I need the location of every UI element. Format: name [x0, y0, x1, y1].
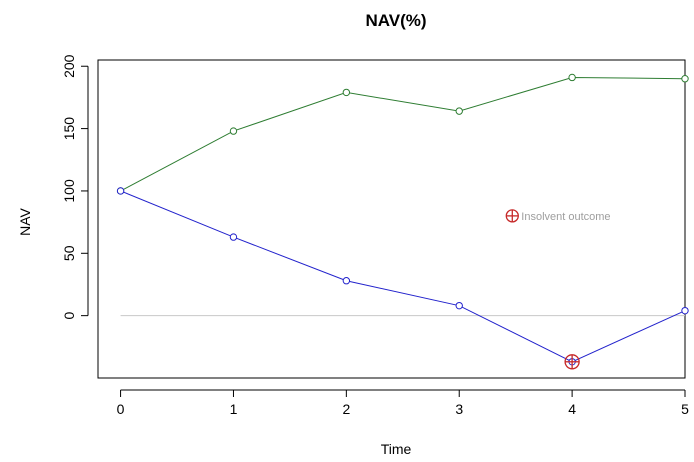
x-tick-label-1: 1: [230, 401, 238, 417]
series-1-point-2: [342, 277, 351, 285]
chart-title: NAV(%): [365, 11, 426, 30]
x-tick-label-4: 4: [568, 401, 576, 417]
y-tick-label-0: 0: [61, 312, 77, 320]
x-axis-label: Time: [381, 441, 412, 457]
plot-frame: [97, 59, 686, 379]
series-1-point-3: [455, 301, 463, 310]
series-1-point-5: [681, 306, 689, 315]
series-line-0: [120, 76, 686, 192]
x-tick-label-3: 3: [455, 401, 463, 417]
insolvent-legend-marker: [505, 209, 519, 223]
series-1-point-0: [116, 187, 125, 195]
x-tick-label-0: 0: [117, 401, 125, 417]
x-tick-label-5: 5: [681, 401, 689, 417]
x-tick-label-2: 2: [342, 401, 350, 417]
series-line-1: [120, 190, 686, 363]
y-tick-label-3: 150: [61, 117, 77, 141]
y-tick-label-4: 200: [61, 54, 77, 78]
y-tick-label-2: 100: [61, 179, 77, 203]
series-1-point-1: [229, 233, 238, 241]
insolvent-marker: [564, 354, 580, 370]
series-0-point-1: [229, 127, 238, 135]
y-tick-label-1: 50: [61, 245, 77, 261]
insolvent-legend-text: Insolvent outcome: [521, 211, 610, 223]
series-0-point-5: [681, 75, 689, 83]
series-0-point-4: [568, 73, 576, 82]
series-0-point-3: [455, 107, 463, 115]
y-axis-label: NAV: [17, 207, 33, 235]
series-0-point-2: [342, 88, 351, 97]
